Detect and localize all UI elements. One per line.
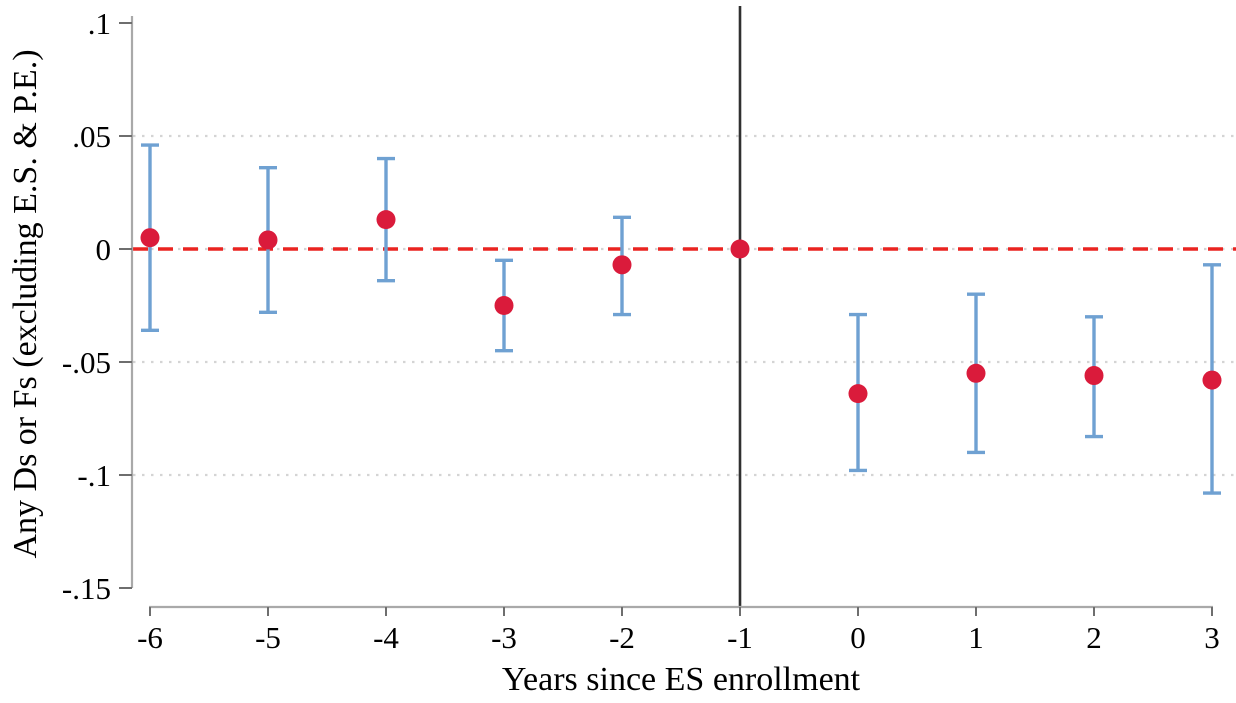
x-tick-label: 3	[1204, 620, 1220, 655]
gridlines-layer	[133, 134, 1236, 477]
x-tick-label: -6	[137, 620, 163, 655]
y-tick-label: .05	[72, 119, 111, 154]
data-layer	[140, 143, 1222, 495]
x-tick-label: -5	[255, 620, 281, 655]
data-point	[612, 255, 632, 275]
y-tick-label: -.15	[62, 571, 111, 606]
y-tick-label: -.1	[77, 458, 111, 493]
y-tick-label: -.05	[62, 345, 111, 380]
data-point	[848, 384, 868, 404]
y-tick-label: 0	[96, 232, 112, 267]
x-tick-label: -3	[491, 620, 517, 655]
x-tick-label: -1	[727, 620, 753, 655]
x-tick-label: 2	[1086, 620, 1102, 655]
data-point	[494, 296, 514, 315]
x-tick-label: -2	[609, 620, 635, 655]
data-point	[1084, 366, 1104, 386]
data-point	[376, 210, 396, 230]
x-tick-label: 1	[968, 620, 984, 655]
y-tick-label: .1	[88, 6, 111, 41]
axes-layer: .1 .05 0 -.05 -.1 -.15 -6 -5 -4 -3 -2 -1 0 1 2 3	[62, 6, 1220, 655]
x-tick-label: 0	[850, 620, 866, 655]
data-point	[258, 230, 278, 250]
data-point	[1202, 370, 1222, 390]
data-point	[730, 239, 750, 259]
y-axis-title: Any Ds or Fs (excluding E.S. & P.E.)	[7, 49, 44, 558]
x-tick-label: -4	[373, 620, 399, 655]
x-axis-title: Years since ES enrollment	[502, 661, 861, 698]
reference-lines-layer	[133, 6, 1236, 606]
data-point	[966, 363, 986, 383]
data-point	[140, 228, 160, 248]
